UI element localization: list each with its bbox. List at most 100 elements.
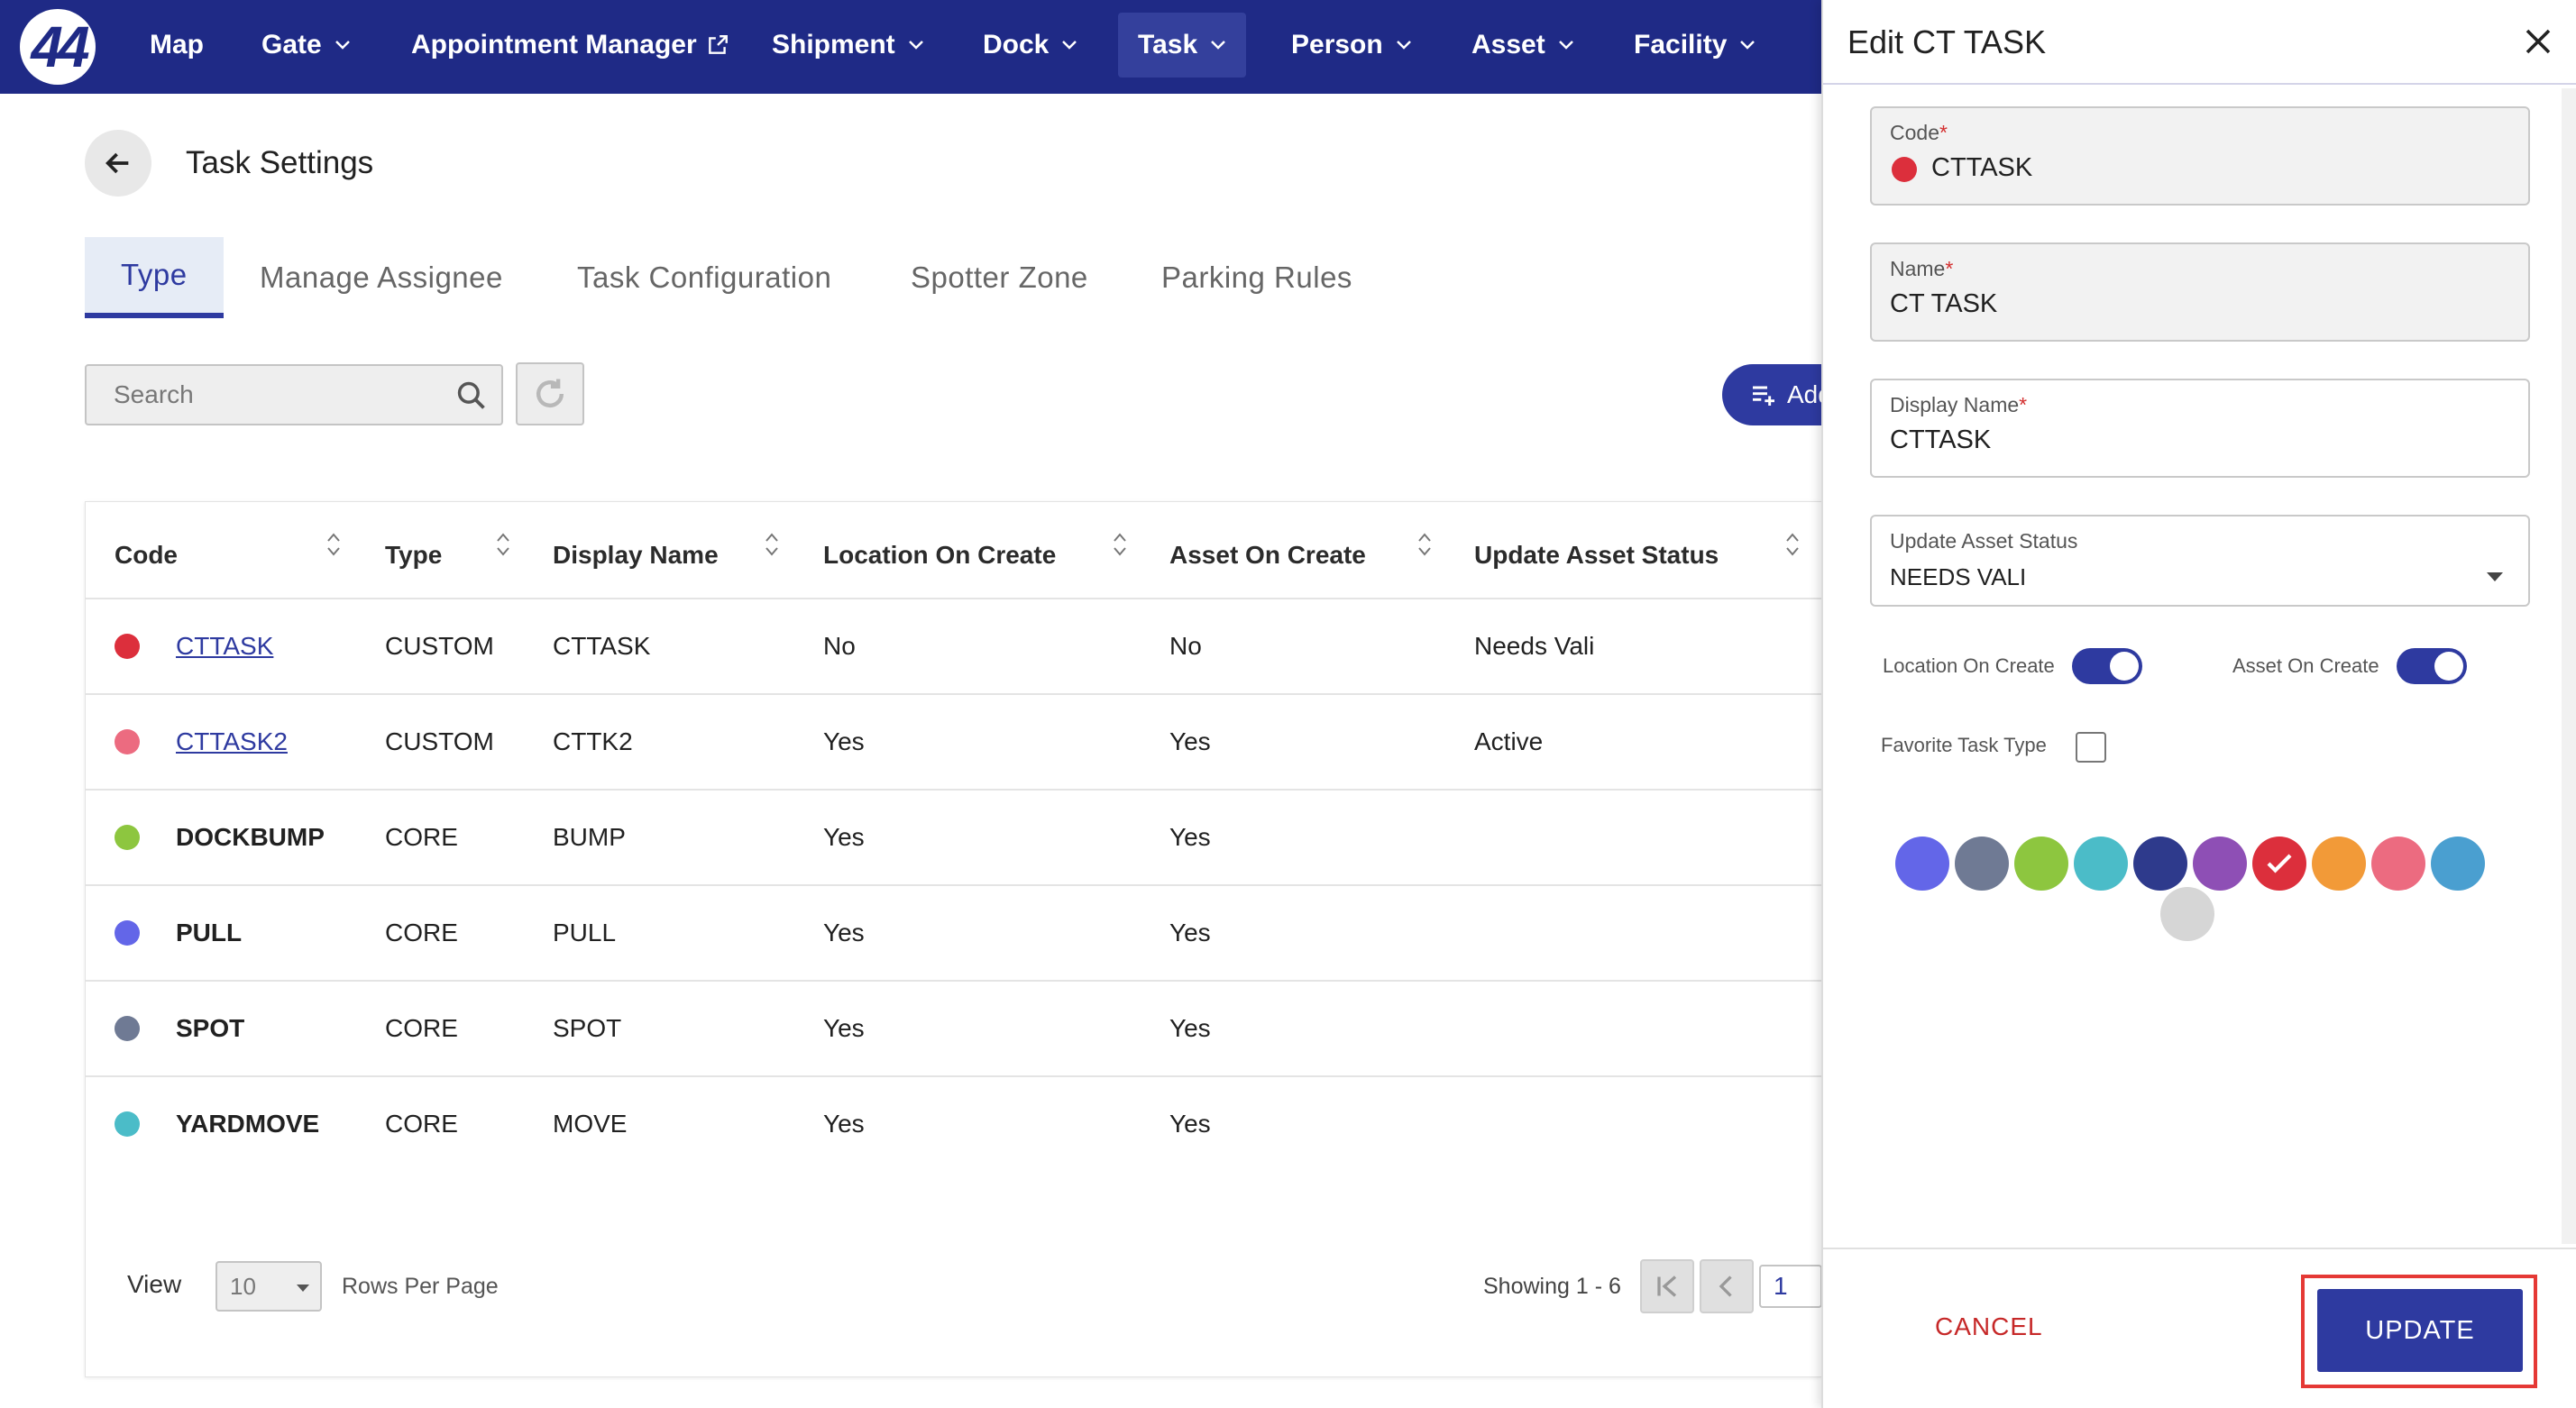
header-label: Update Asset Status [1474, 541, 1719, 569]
table-row[interactable]: YARDMOVE CORE MOVE Yes Yes [86, 1075, 1822, 1171]
cell-location: Yes [823, 919, 865, 946]
cell-status: Needs Vali [1474, 632, 1595, 660]
favorite-task-type-checkbox[interactable] [2076, 732, 2106, 763]
chevron-down-icon [1062, 41, 1077, 50]
tab-spotter-zone[interactable]: Spotter Zone [875, 237, 1124, 318]
color-swatch[interactable] [2312, 837, 2366, 891]
table-row[interactable]: SPOT CORE SPOT Yes Yes [86, 980, 1822, 1075]
color-dot [115, 920, 140, 946]
cell-code: PULL [176, 919, 243, 946]
header-label: Asset On Create [1169, 541, 1366, 569]
column-header-update-asset-status[interactable]: Update Asset Status [1474, 533, 1719, 578]
tab-type[interactable]: Type [85, 237, 224, 318]
nav-item-asset[interactable]: Asset [1452, 13, 1594, 78]
name-field[interactable]: Name* CT TASK [1870, 242, 2530, 342]
update-button[interactable]: UPDATE [2317, 1289, 2523, 1372]
nav-item-shipment[interactable]: Shipment [752, 13, 944, 78]
code-field[interactable]: Code* CTTASK [1870, 106, 2530, 206]
view-label: View [127, 1270, 182, 1298]
display-name-field[interactable]: Display Name* CTTASK [1870, 379, 2530, 478]
update-asset-status-select[interactable]: Update Asset Status NEEDS VALI [1870, 515, 2530, 607]
nav-item-map[interactable]: Map [130, 13, 224, 78]
back-button[interactable] [85, 130, 151, 197]
cell-display: SPOT [553, 1014, 622, 1042]
cell-display: PULL [553, 919, 617, 946]
asset-on-create-toggle[interactable] [2397, 648, 2467, 684]
cell-asset: Yes [1169, 1110, 1211, 1138]
tab-label: Manage Assignee [260, 261, 503, 294]
cell-asset: Yes [1169, 1014, 1211, 1042]
table-row[interactable]: PULL CORE PULL Yes Yes [86, 884, 1822, 980]
first-page-icon [1657, 1275, 1677, 1297]
header-label: Code [115, 541, 178, 569]
color-swatch[interactable] [2371, 837, 2425, 891]
column-header-display-name[interactable]: Display Name [553, 533, 719, 578]
panel-header: Edit CT TASK [1823, 0, 2576, 85]
color-dot [115, 729, 140, 754]
task-type-table: Code Type Display Name Location On Creat… [85, 501, 1822, 1377]
cell-asset: Yes [1169, 823, 1211, 851]
previous-page-button[interactable] [1700, 1259, 1754, 1313]
nav-label: Dock [983, 30, 1050, 59]
panel-title: Edit CT TASK [1847, 23, 2047, 60]
color-swatch[interactable] [2252, 837, 2306, 891]
table-row[interactable]: DOCKBUMP CORE BUMP Yes Yes [86, 789, 1822, 884]
nav-item-gate[interactable]: Gate [242, 13, 371, 78]
nav-item-person[interactable]: Person [1271, 13, 1432, 78]
edit-task-panel: Edit CT TASK Code* CTTASK Name* CT TASK … [1821, 0, 2576, 1408]
color-swatch[interactable] [2193, 837, 2247, 891]
chevron-down-icon [1211, 41, 1226, 50]
sort-icon[interactable] [325, 531, 342, 558]
rows-per-page-select[interactable]: 10 [215, 1261, 322, 1312]
search-icon[interactable] [454, 379, 489, 413]
page-number-input[interactable]: 1 [1759, 1265, 1822, 1308]
color-swatch[interactable] [1895, 837, 1949, 891]
cancel-button[interactable]: CANCEL [1935, 1312, 2043, 1340]
code-label: Code* [1890, 121, 1948, 144]
color-swatch[interactable] [2133, 837, 2187, 891]
chevron-down-icon [1740, 41, 1756, 50]
cell-code[interactable]: CTTASK [176, 632, 274, 660]
tab-task-configuration[interactable]: Task Configuration [541, 237, 867, 318]
column-header-type[interactable]: Type [385, 533, 442, 578]
update-asset-status-value: NEEDS VALI [1890, 563, 2027, 590]
tab-manage-assignee[interactable]: Manage Assignee [224, 237, 539, 318]
cell-asset: No [1169, 632, 1202, 660]
logo-text: 44 [31, 14, 89, 79]
close-button[interactable] [2516, 20, 2560, 63]
sort-icon[interactable] [1416, 531, 1433, 558]
sort-icon[interactable] [764, 531, 780, 558]
table-row[interactable]: CTTASK2 CUSTOM CTTK2 Yes Yes Active [86, 693, 1822, 789]
cell-location: Yes [823, 1014, 865, 1042]
chevron-down-icon [1558, 41, 1573, 50]
location-on-create-toggle[interactable] [2072, 648, 2142, 684]
nav-item-facility[interactable]: Facility [1614, 13, 1775, 78]
color-swatch[interactable] [2074, 837, 2128, 891]
nav-label: Gate [261, 30, 322, 59]
nav-item-dock[interactable]: Dock [963, 13, 1097, 78]
column-header-code[interactable]: Code [115, 533, 178, 578]
panel-scrollbar[interactable] [2562, 88, 2576, 1244]
color-swatch[interactable] [2431, 837, 2485, 891]
table-row[interactable]: CTTASK CUSTOM CTTASK No No Needs Vali [86, 598, 1822, 693]
display-name-value: CTTASK [1890, 425, 1992, 454]
refresh-button[interactable] [516, 362, 584, 425]
color-swatch[interactable] [2014, 837, 2068, 891]
column-header-asset-on-create[interactable]: Asset On Create [1169, 533, 1366, 578]
first-page-button[interactable] [1640, 1259, 1694, 1313]
nav-item-appointment-manager[interactable]: Appointment Manager [391, 13, 749, 78]
playlist-add-icon [1753, 386, 1774, 406]
app-logo[interactable]: 44 [20, 9, 96, 85]
tab-parking-rules[interactable]: Parking Rules [1125, 237, 1389, 318]
top-navigation-bar: 44 Map Gate Appointment Manager Shipment… [0, 0, 1821, 94]
color-swatch[interactable] [1955, 837, 2009, 891]
nav-label: Task [1138, 30, 1198, 59]
cell-code[interactable]: CTTASK2 [176, 727, 288, 755]
color-swatch[interactable] [2160, 887, 2214, 941]
search-input[interactable] [114, 380, 438, 409]
sort-icon[interactable] [1784, 531, 1801, 558]
sort-icon[interactable] [1112, 531, 1128, 558]
column-header-location-on-create[interactable]: Location On Create [823, 533, 1056, 578]
nav-item-task[interactable]: Task [1118, 13, 1247, 78]
sort-icon[interactable] [495, 531, 511, 558]
